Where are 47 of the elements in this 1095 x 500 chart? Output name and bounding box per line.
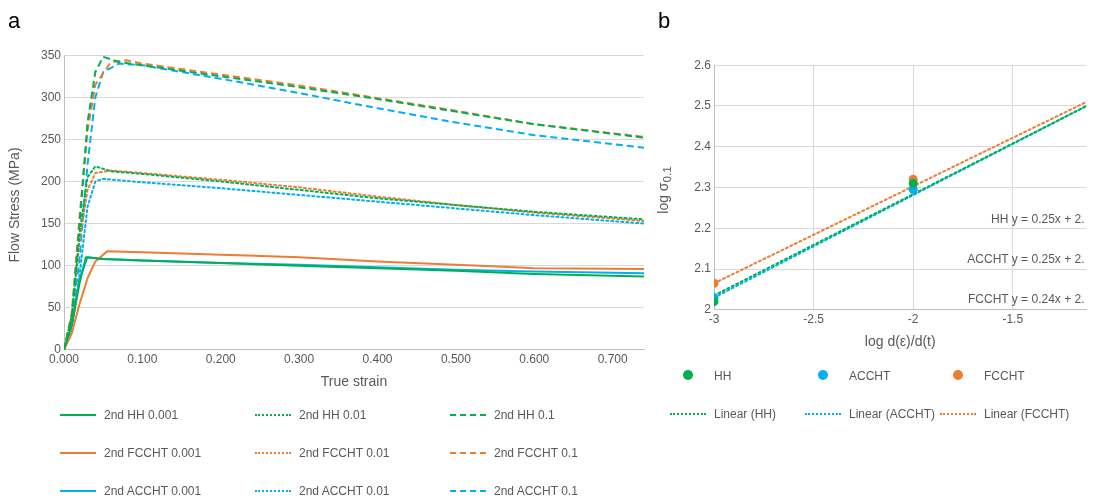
x-tick-label: -2.5 [803, 312, 825, 327]
legend-label: 2nd HH 0.1 [494, 408, 555, 422]
y-tick-label: 200 [40, 173, 62, 188]
chart-title: a [8, 8, 21, 34]
y-tick-label: 2.6 [694, 57, 712, 72]
y-tick-label: 2.5 [694, 98, 712, 113]
y-tick-label: 350 [40, 47, 62, 62]
legend-label: 2nd HH 0.001 [104, 408, 179, 422]
legend-label: Linear (FCCHT) [984, 407, 1070, 421]
legend-label: 2nd ACCHT 0.1 [494, 484, 578, 498]
x-tick-label: -1.5 [1002, 312, 1024, 327]
x-axis-title: log d(ε)/d(t) [864, 333, 936, 350]
legend-label: FCCHT [984, 369, 1025, 383]
x-tick-label: 0.300 [284, 352, 315, 367]
legend-label: 2nd FCCHT 0.01 [299, 446, 390, 460]
annotation: FCCHT y = 0.24x + 2. [968, 292, 1085, 307]
annotation: HH y = 0.25x + 2. [991, 211, 1085, 226]
legend-label: Linear (ACCHT) [849, 407, 936, 421]
x-tick-label: 0.500 [440, 352, 472, 367]
annotation: ACCHT y = 0.25x + 2. [967, 251, 1085, 266]
y-axis-title: Flow Stress (MPa) [6, 147, 22, 263]
x-axis-title: True strain [320, 373, 388, 390]
y-tick-label: 2.2 [694, 220, 712, 235]
x-tick-label: 0.400 [362, 352, 393, 367]
x-tick-label: 0.200 [205, 352, 237, 367]
y-tick-label: 300 [40, 89, 62, 104]
x-tick-label: 0.700 [597, 352, 628, 367]
legend-label: Linear (HH) [714, 407, 777, 421]
legend-label: ACCHT [849, 369, 891, 383]
x-tick-label: 0.100 [127, 352, 158, 367]
legend-label: 2nd ACCHT 0.001 [104, 484, 202, 498]
legend-label: 2nd HH 0.01 [299, 408, 367, 422]
y-tick-label: 150 [40, 215, 62, 230]
legend-label: 2nd FCCHT 0.001 [104, 446, 202, 460]
y-tick-label: 2.4 [694, 139, 712, 154]
legend-label: HH [714, 369, 732, 383]
y-tick-label: 50 [47, 300, 62, 315]
y-tick-label: 2.3 [694, 179, 712, 194]
y-tick-label: 250 [40, 131, 62, 146]
legend-label: 2nd FCCHT 0.1 [494, 446, 578, 460]
y-tick-label: 100 [40, 257, 62, 272]
y-tick-label: 2.1 [694, 261, 712, 276]
x-tick-label: 0.600 [519, 352, 550, 367]
x-tick-label: -2 [907, 312, 919, 327]
chart-title: b [658, 8, 671, 34]
legend-label: 2nd ACCHT 0.01 [299, 484, 390, 498]
x-tick-label: 0.000 [48, 352, 80, 367]
